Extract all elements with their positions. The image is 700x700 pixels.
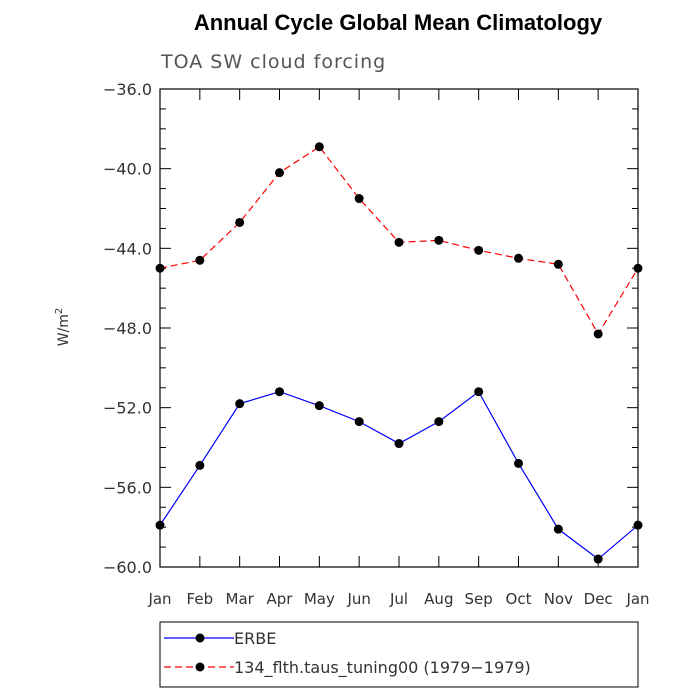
x-tick-label: Apr	[267, 590, 294, 608]
legend-label: ERBE	[234, 629, 276, 648]
svg-text:W/m2: W/m2	[54, 308, 72, 347]
y-tick-label: −60.0	[103, 558, 152, 577]
x-tick-label: Jan	[147, 590, 171, 608]
data-point	[593, 329, 603, 339]
x-tick-label: Oct	[506, 590, 532, 608]
data-point	[474, 245, 484, 255]
data-point	[275, 168, 284, 178]
data-point	[314, 142, 324, 152]
y-tick-label: −48.0	[103, 319, 152, 338]
x-tick-label: Sep	[465, 590, 493, 608]
y-tick-label: −40.0	[103, 160, 152, 179]
y-tick-label: −56.0	[103, 478, 152, 497]
data-point	[195, 255, 205, 265]
x-tick-label: Nov	[544, 590, 573, 608]
x-tick-label: Mar	[226, 590, 255, 608]
data-point	[155, 263, 165, 273]
data-point	[553, 259, 563, 269]
plot-frame	[159, 88, 639, 568]
data-point	[514, 458, 523, 468]
legend-label: 134_flth.taus_tuning00 (1979−1979)	[234, 658, 531, 678]
data-point	[314, 401, 324, 411]
data-point	[633, 263, 643, 273]
x-tick-label: Jan	[625, 590, 649, 608]
data-point	[195, 460, 205, 470]
x-tick-label: Jun	[346, 590, 370, 608]
data-point	[474, 387, 484, 397]
data-point	[434, 235, 444, 245]
y-axis-ticks: −36.0 −40.0 −44.0 −48.0 −52.0 −56.0 −60.0	[103, 80, 638, 577]
x-tick-label: Dec	[584, 590, 613, 608]
data-point	[354, 417, 364, 427]
data-point	[514, 253, 523, 263]
data-point	[633, 520, 643, 530]
y-axis-label-text: W/m	[56, 314, 72, 346]
data-point	[354, 194, 364, 204]
legend-marker	[195, 633, 205, 643]
data-point	[553, 524, 563, 534]
legend-marker	[195, 662, 205, 672]
x-axis-ticks: Jan Feb Mar Apr May Jun Jul Aug Sep Oct Nov Dec Jan	[147, 89, 650, 608]
x-tick-label: Aug	[424, 590, 453, 608]
series-0	[155, 387, 643, 564]
y-axis-label-superscript: 2	[54, 308, 65, 314]
data-point	[275, 387, 284, 397]
data-point	[235, 217, 245, 227]
legend: ERBE 134_flth.taus_tuning00 (1979−1979)	[159, 621, 639, 688]
data-point	[394, 439, 404, 449]
y-tick-label: −36.0	[103, 80, 152, 99]
plot-axes	[159, 88, 639, 568]
x-tick-label: Jul	[389, 590, 408, 608]
data-point	[394, 237, 404, 247]
series-1	[155, 142, 643, 339]
chart-title: Annual Cycle Global Mean Climatology	[194, 10, 603, 35]
data-point	[155, 520, 165, 530]
y-tick-label: −44.0	[103, 239, 152, 258]
x-tick-label: Feb	[187, 590, 214, 608]
data-point	[434, 417, 444, 427]
y-axis-label: W/m2	[54, 308, 72, 347]
y-tick-label: −52.0	[103, 399, 152, 418]
legend-box	[159, 621, 639, 688]
series-group	[155, 142, 643, 564]
series-line	[159, 390, 639, 560]
data-point	[593, 554, 603, 564]
data-point	[235, 399, 245, 409]
chart-subtitle: TOA SW cloud forcing	[160, 51, 386, 73]
x-tick-label: May	[304, 590, 335, 608]
